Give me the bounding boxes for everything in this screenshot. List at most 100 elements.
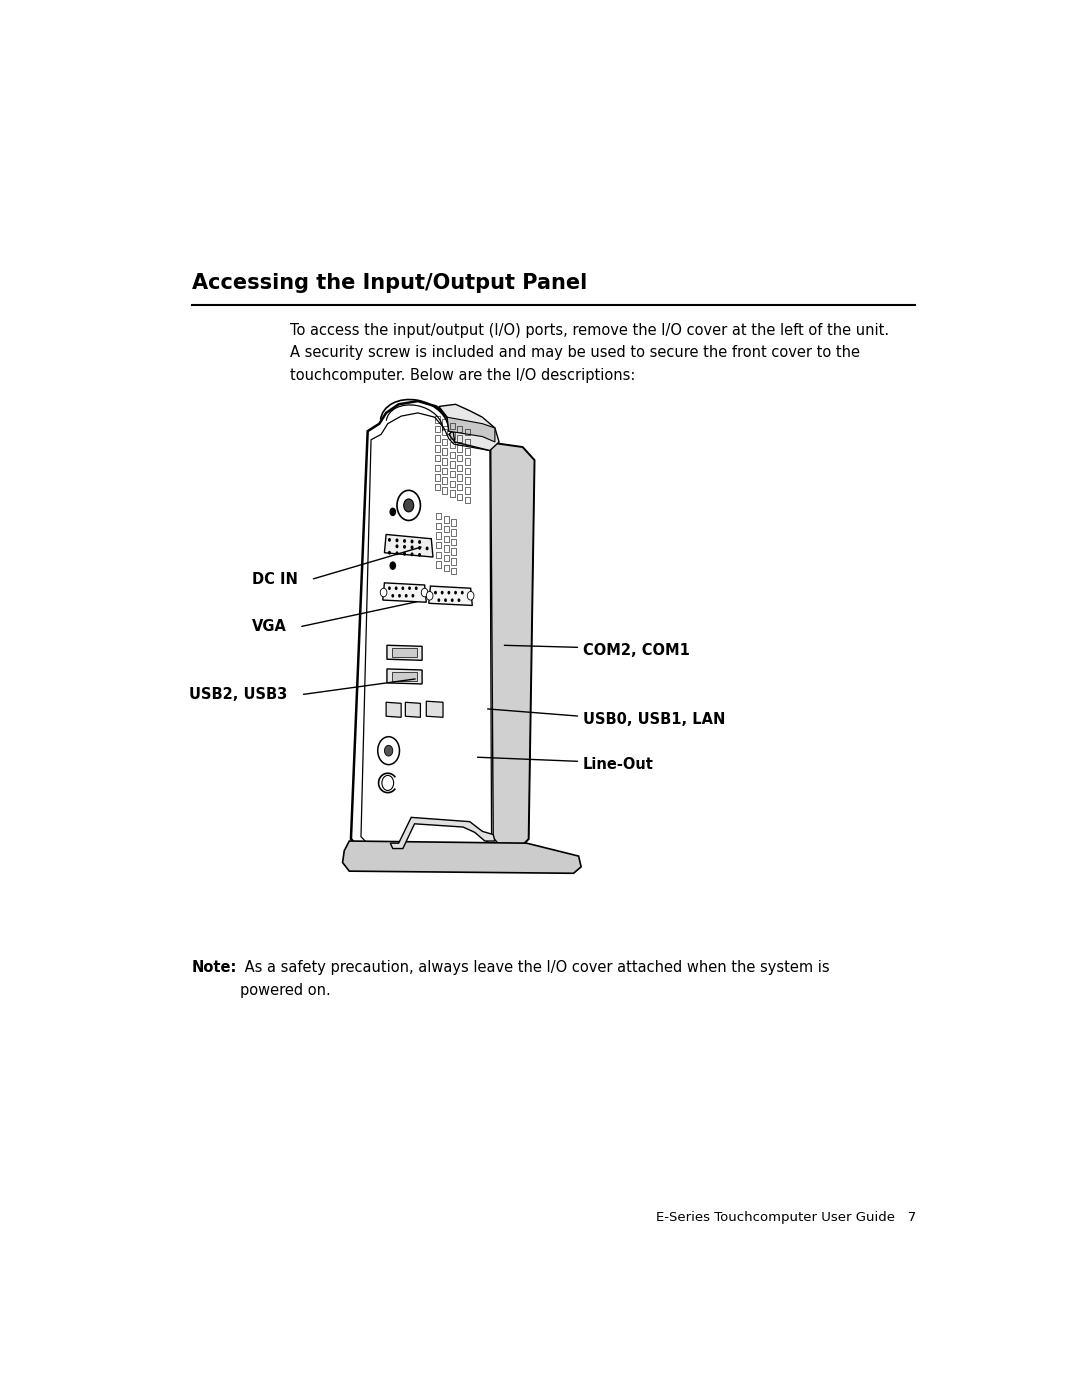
Text: Note:: Note: <box>192 960 238 975</box>
Circle shape <box>388 550 391 555</box>
Bar <box>457 483 462 490</box>
Bar <box>442 488 447 493</box>
Polygon shape <box>405 703 420 717</box>
Bar <box>442 478 447 483</box>
Bar <box>434 426 440 432</box>
Bar <box>464 488 470 493</box>
Text: USB2, USB3: USB2, USB3 <box>189 687 287 703</box>
Circle shape <box>410 552 414 556</box>
Circle shape <box>403 539 406 543</box>
Bar <box>449 451 455 458</box>
Polygon shape <box>382 583 427 602</box>
Text: COM2, COM1: COM2, COM1 <box>583 643 690 658</box>
Bar <box>434 483 440 490</box>
Bar <box>434 455 440 461</box>
Bar <box>436 542 442 549</box>
Polygon shape <box>390 817 495 848</box>
Bar <box>392 648 417 657</box>
Circle shape <box>388 538 391 542</box>
Bar <box>451 539 457 545</box>
Circle shape <box>380 588 387 597</box>
Circle shape <box>390 562 396 570</box>
Circle shape <box>395 552 399 555</box>
Bar <box>449 490 455 497</box>
Circle shape <box>384 745 393 756</box>
Bar <box>449 481 455 488</box>
Bar <box>434 446 440 451</box>
Circle shape <box>408 587 411 590</box>
Bar <box>442 439 447 446</box>
Bar <box>449 461 455 468</box>
Circle shape <box>461 591 463 595</box>
Polygon shape <box>342 841 581 873</box>
Circle shape <box>405 594 407 598</box>
Bar <box>464 458 470 465</box>
Text: Line-Out: Line-Out <box>583 757 653 773</box>
Polygon shape <box>427 701 443 717</box>
Polygon shape <box>387 645 422 661</box>
Text: USB0, USB1, LAN: USB0, USB1, LAN <box>583 712 725 726</box>
Bar <box>449 422 455 429</box>
Bar <box>436 562 442 567</box>
Circle shape <box>455 591 457 595</box>
Text: DC IN: DC IN <box>253 573 298 587</box>
Bar <box>464 497 470 503</box>
Circle shape <box>399 594 401 598</box>
Circle shape <box>404 499 414 511</box>
Circle shape <box>418 541 421 543</box>
Circle shape <box>415 587 418 590</box>
Polygon shape <box>449 430 535 851</box>
Text: As a safety precaution, always leave the I/O cover attached when the system is
p: As a safety precaution, always leave the… <box>240 960 829 999</box>
Bar <box>434 474 440 481</box>
Bar <box>444 525 449 532</box>
Circle shape <box>395 545 399 548</box>
Circle shape <box>450 598 454 602</box>
Circle shape <box>418 546 421 550</box>
Bar <box>464 468 470 474</box>
Bar <box>392 672 417 680</box>
Circle shape <box>410 545 414 549</box>
Bar <box>457 455 462 461</box>
Bar <box>457 446 462 451</box>
Circle shape <box>418 553 421 557</box>
Bar <box>444 564 449 571</box>
Bar <box>464 429 470 436</box>
Bar <box>436 532 442 539</box>
Circle shape <box>421 588 428 597</box>
Circle shape <box>427 591 433 601</box>
Polygon shape <box>438 404 499 451</box>
Circle shape <box>437 598 441 602</box>
Bar <box>457 493 462 500</box>
Bar <box>442 419 447 426</box>
Circle shape <box>402 587 404 590</box>
Bar <box>457 474 462 481</box>
Polygon shape <box>384 535 433 557</box>
Circle shape <box>458 598 460 602</box>
Bar <box>464 439 470 446</box>
Bar <box>451 567 457 574</box>
Polygon shape <box>447 418 495 441</box>
Circle shape <box>426 546 429 550</box>
Bar <box>436 552 442 559</box>
Circle shape <box>403 545 406 549</box>
Bar <box>449 441 455 448</box>
Bar <box>436 513 442 520</box>
Bar <box>444 515 449 522</box>
Bar <box>442 468 447 474</box>
Circle shape <box>397 490 420 521</box>
Bar <box>444 535 449 542</box>
Text: E-Series Touchcomputer User Guide   7: E-Series Touchcomputer User Guide 7 <box>656 1211 916 1224</box>
Circle shape <box>395 538 399 542</box>
Circle shape <box>378 736 400 764</box>
Bar <box>457 426 462 432</box>
Circle shape <box>391 594 394 598</box>
Bar <box>434 465 440 471</box>
Text: VGA: VGA <box>253 619 287 634</box>
Bar <box>434 416 440 422</box>
Circle shape <box>411 594 415 598</box>
Polygon shape <box>387 669 422 685</box>
Circle shape <box>441 591 444 595</box>
Text: Accessing the Input/Output Panel: Accessing the Input/Output Panel <box>192 274 588 293</box>
Bar <box>436 522 442 529</box>
Circle shape <box>434 591 437 595</box>
